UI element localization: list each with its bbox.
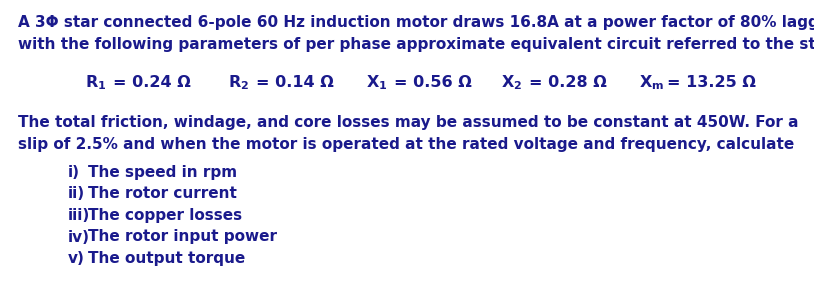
Text: iii): iii) — [68, 208, 90, 223]
Text: = 0.56 Ω: = 0.56 Ω — [394, 75, 472, 91]
Text: The total friction, windage, and core losses may be assumed to be constant at 45: The total friction, windage, and core lo… — [18, 115, 799, 130]
Text: The rotor current: The rotor current — [88, 187, 237, 201]
Text: = 0.14 Ω: = 0.14 Ω — [256, 75, 334, 91]
Text: = 0.24 Ω: = 0.24 Ω — [113, 75, 191, 91]
Text: A 3Φ star connected 6-pole 60 Hz induction motor draws 16.8A at a power factor o: A 3Φ star connected 6-pole 60 Hz inducti… — [18, 15, 814, 30]
Text: The speed in rpm: The speed in rpm — [88, 165, 237, 180]
Text: The rotor input power: The rotor input power — [88, 229, 277, 245]
Text: $\mathbf{X_{2}}$: $\mathbf{X_{2}}$ — [501, 74, 522, 92]
Text: = 0.28 Ω: = 0.28 Ω — [528, 75, 606, 91]
Text: ii): ii) — [68, 187, 85, 201]
Text: The output torque: The output torque — [88, 251, 245, 266]
Text: = 13.25 Ω: = 13.25 Ω — [667, 75, 756, 91]
Text: The copper losses: The copper losses — [88, 208, 242, 223]
Text: v): v) — [68, 251, 85, 266]
Text: iv): iv) — [68, 229, 90, 245]
Text: $\mathbf{R_{1}}$: $\mathbf{R_{1}}$ — [85, 74, 107, 92]
Text: i): i) — [68, 165, 80, 180]
Text: with the following parameters of per phase approximate equivalent circuit referr: with the following parameters of per pha… — [18, 37, 814, 52]
Text: $\mathbf{X_{m}}$: $\mathbf{X_{m}}$ — [639, 74, 664, 92]
Text: $\mathbf{R_{2}}$: $\mathbf{R_{2}}$ — [228, 74, 249, 92]
Text: $\mathbf{X_{1}}$: $\mathbf{X_{1}}$ — [366, 74, 387, 92]
Text: slip of 2.5% and when the motor is operated at the rated voltage and frequency, : slip of 2.5% and when the motor is opera… — [18, 137, 794, 152]
